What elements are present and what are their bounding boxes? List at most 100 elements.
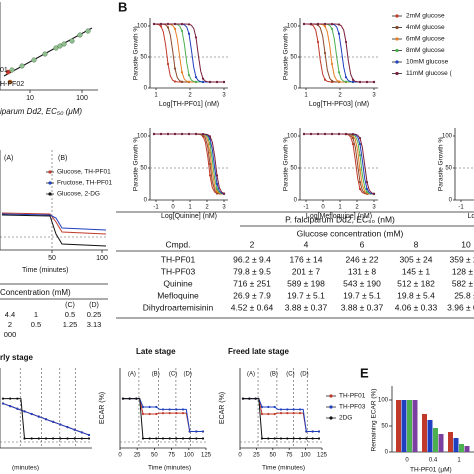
legend-marker [48,181,52,185]
x-tick-label: 1 [457,458,461,464]
legend-marker [48,192,52,196]
table-header: (D) [89,302,99,309]
bar [438,434,444,452]
table-cell: 3.13 [87,320,102,329]
bar [427,420,433,452]
table-header: 8 [414,239,419,249]
scatter-point [57,43,63,49]
dose-curve [304,133,375,195]
legend-marker [395,37,399,41]
legend-label: TH-PF01 [339,393,366,400]
table-cell: 359 ± 25 [449,254,474,264]
bar [401,400,407,452]
x-tick-label: -1 [303,205,309,211]
y-tick-label: 50 [140,55,147,61]
panel-title: Late stage [136,347,176,356]
x-tick-label: 100 [96,255,108,262]
table-cell: 0.5 [31,320,41,329]
legend-marker [395,14,399,18]
table-cell: 0.5 [65,310,75,319]
table-cell: 3.88 ± 0.37 [341,302,384,312]
table-title: P. falciparum Dd2, EC₅₀ (nM) [285,214,395,224]
legend-marker [395,60,399,64]
x-tick-label: -1 [153,205,159,211]
table-cell: 131 ± 8 [348,266,377,276]
y-tick-label: 50 [290,55,297,61]
x-tick-label: -1 [458,205,464,211]
table-cell: 000 [4,330,17,339]
dose-curve [304,23,374,83]
legend-marker [48,170,52,174]
panel-letter: E [360,365,369,380]
x-tick-label: 100 [184,453,195,459]
scatter-point [42,51,48,57]
x-tick-label: 2 [188,93,192,99]
scatter-point [61,41,67,47]
x-tick-label: 2 [205,205,209,211]
table-cell: Mefloquine [157,290,199,300]
table-cell: TH-PF01 [161,254,196,264]
x-tick-label: 75 [286,453,293,459]
table-cell: 589 ± 198 [287,278,325,288]
table-cell: 1 [34,310,38,319]
y-tick-label: 100 [378,398,389,404]
table-header: 4 [304,239,309,249]
table-cell: 19.7 ± 5.1 [343,290,381,300]
x-tick-label: 3 [222,93,226,99]
y-tick-label: 0 [385,450,389,456]
x-axis-label: iparum Dd2, EC₅₀ (μM) [0,107,82,116]
x-tick-label: 50 [48,255,56,262]
table-cell: 246 ± 22 [345,254,378,264]
scatter-point [31,57,37,63]
scatter-point [9,67,15,73]
point-label: H-PF02 [0,81,24,88]
phase-label: (C) [286,372,294,378]
x-axis-label: (minutes) [12,465,39,472]
table-cell: 3.96 ± 0.1 [447,302,474,312]
legend-marker [395,71,399,76]
ecar-curve [123,398,203,432]
y-tick-label: 50 [381,424,388,430]
scatter-point [77,32,83,38]
x-tick-label: 1 [154,93,158,99]
x-axis-label: Time (minutes) [148,465,191,472]
legend-label: 10mM glucose [406,59,449,66]
x-tick-label: 75 [168,453,175,459]
legend-label: Glucose, TH-PF01 [57,169,111,176]
x-tick-label: 125 [317,453,328,459]
legend-marker [395,48,399,53]
bar [453,438,459,452]
x-tick-label: 125 [201,453,212,459]
y-axis-label: Parasite Growth % [283,137,290,191]
x-tick-label: 50 [151,453,158,459]
legend-label: 2DG [339,415,352,422]
legend-label: TH-PF03 [339,404,366,411]
legend-label: 6mM glucose [406,36,445,43]
y-tick-label: 0 [294,86,298,92]
dose-curve [304,133,374,195]
dose-curve [154,133,225,194]
regression-line [3,27,93,77]
x-axis-label: Time (minutes) [262,465,305,472]
x-tick-label: 100 [301,453,312,459]
ecar-curve [243,398,319,432]
table-cell: 79.8 ± 9.5 [233,266,271,276]
table-cell: 1.25 [63,320,78,329]
dose-curve [304,133,375,195]
phase-label: (B) [58,155,67,162]
point-label: 01 [0,67,8,74]
phase-label: (A) [128,372,136,378]
legend-marker [329,416,333,420]
table-cell: 512 ± 182 [397,278,435,288]
legend-marker [329,394,333,398]
y-tick-label: 50 [290,166,297,172]
phase-label: (D) [300,372,308,378]
table-subtitle: Glucose concentration (mM) [297,228,404,238]
x-tick-label: 2 [338,93,342,99]
table-cell: 582 ± 1 [452,278,474,288]
x-tick-label: 1 [338,205,342,211]
ecar-curve [3,398,89,439]
x-tick-label: 100 [76,95,88,102]
y-tick-label: 0 [144,198,148,204]
